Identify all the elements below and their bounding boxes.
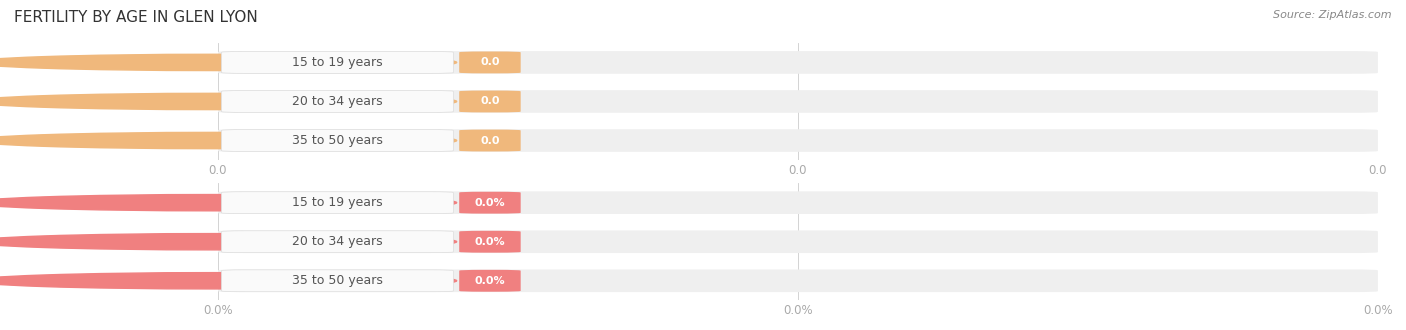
FancyBboxPatch shape: [221, 192, 453, 214]
FancyBboxPatch shape: [460, 51, 520, 73]
FancyBboxPatch shape: [460, 130, 520, 151]
Text: 0.0: 0.0: [481, 136, 499, 146]
Text: 15 to 19 years: 15 to 19 years: [292, 56, 382, 69]
Text: 0.0: 0.0: [481, 96, 499, 107]
Circle shape: [0, 194, 457, 211]
FancyBboxPatch shape: [221, 231, 453, 253]
Text: 20 to 34 years: 20 to 34 years: [292, 235, 382, 248]
FancyBboxPatch shape: [218, 191, 1378, 214]
FancyBboxPatch shape: [218, 51, 1378, 74]
Text: FERTILITY BY AGE IN GLEN LYON: FERTILITY BY AGE IN GLEN LYON: [14, 10, 257, 25]
Text: 35 to 50 years: 35 to 50 years: [292, 274, 382, 287]
Text: 35 to 50 years: 35 to 50 years: [292, 134, 382, 147]
FancyBboxPatch shape: [221, 51, 453, 73]
Circle shape: [0, 273, 457, 289]
Text: 0.0%: 0.0%: [475, 198, 505, 208]
FancyBboxPatch shape: [218, 270, 1378, 292]
Circle shape: [0, 93, 457, 110]
FancyBboxPatch shape: [460, 231, 520, 253]
Circle shape: [0, 54, 457, 71]
FancyBboxPatch shape: [221, 270, 453, 292]
Circle shape: [0, 234, 457, 250]
Circle shape: [0, 132, 457, 149]
Text: 0.0%: 0.0%: [475, 276, 505, 286]
Text: 0.0%: 0.0%: [475, 237, 505, 247]
FancyBboxPatch shape: [460, 90, 520, 113]
Text: 15 to 19 years: 15 to 19 years: [292, 196, 382, 209]
FancyBboxPatch shape: [460, 270, 520, 292]
FancyBboxPatch shape: [460, 192, 520, 214]
Text: 20 to 34 years: 20 to 34 years: [292, 95, 382, 108]
FancyBboxPatch shape: [221, 130, 453, 151]
FancyBboxPatch shape: [218, 230, 1378, 253]
FancyBboxPatch shape: [221, 90, 453, 113]
FancyBboxPatch shape: [218, 90, 1378, 113]
Text: Source: ZipAtlas.com: Source: ZipAtlas.com: [1274, 10, 1392, 20]
Text: 0.0: 0.0: [481, 57, 499, 67]
FancyBboxPatch shape: [218, 129, 1378, 152]
